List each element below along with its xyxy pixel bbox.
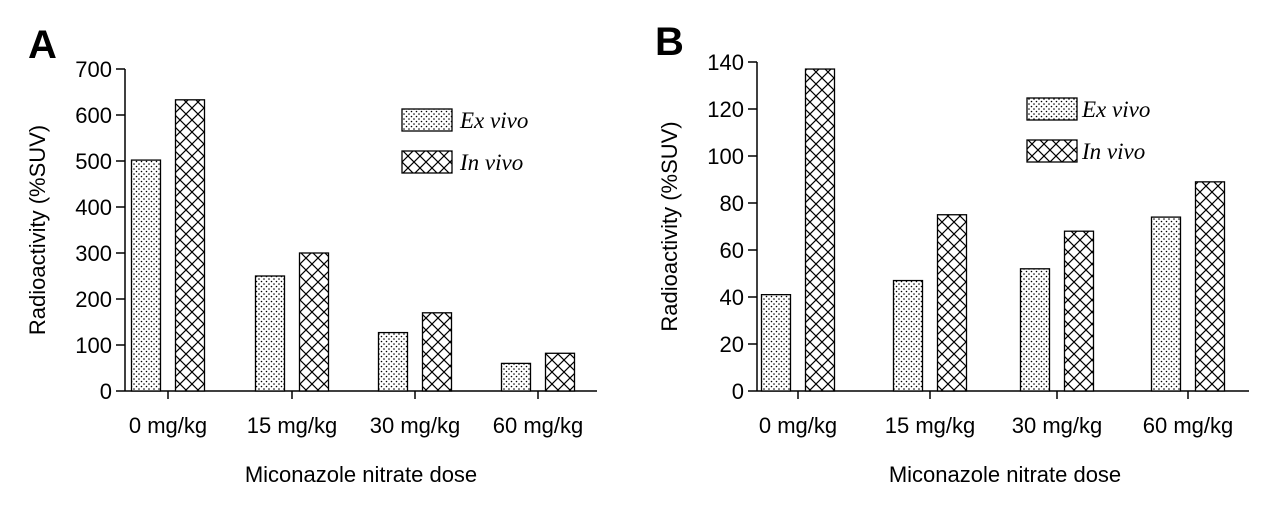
bar-ex-vivo (500, 362, 532, 392)
legend-swatch-in-vivo (401, 150, 453, 174)
x-tick-label: 60 mg/kg (1143, 413, 1234, 438)
y-tick-label: 200 (75, 287, 112, 312)
bar-in-vivo (544, 352, 576, 392)
y-tick-label: 120 (707, 97, 744, 122)
y-tick-label: 100 (75, 333, 112, 358)
bar-ex-vivo (254, 275, 286, 392)
panel-a: A 0 100 200 300 400 500 600 700 0 mg/kg 15 mg/kg 30… (25, 23, 597, 487)
legend-swatch-ex-vivo (401, 108, 453, 132)
bar-in-vivo (1063, 230, 1095, 392)
bar-in-vivo (1194, 181, 1226, 392)
y-tick-label: 400 (75, 195, 112, 220)
x-tick-label: 0 mg/kg (759, 413, 837, 438)
legend-label-ex-vivo: Ex vivo (1081, 97, 1150, 122)
bar-in-vivo (421, 312, 453, 392)
bar-ex-vivo (1150, 216, 1182, 392)
legend-label-in-vivo: In vivo (459, 150, 523, 175)
y-tick-label: 0 (100, 379, 112, 404)
legend: Ex vivo In vivo (401, 108, 528, 175)
bar-in-vivo (804, 68, 836, 392)
x-tick-label: 15 mg/kg (247, 413, 338, 438)
bar-in-vivo (174, 99, 206, 392)
x-tick-label: 0 mg/kg (129, 413, 207, 438)
bar-in-vivo (936, 214, 968, 392)
y-tick-label: 100 (707, 144, 744, 169)
y-tick-label: 500 (75, 149, 112, 174)
y-tick-label: 700 (75, 57, 112, 82)
x-tick-label: 15 mg/kg (885, 413, 976, 438)
y-tick-label: 80 (720, 191, 744, 216)
y-axis-title: Radioactivity (%SUV) (657, 121, 682, 331)
y-tick-label: 300 (75, 241, 112, 266)
y-tick-label: 20 (720, 332, 744, 357)
legend-swatch-ex-vivo (1026, 97, 1078, 121)
y-tick-label: 600 (75, 103, 112, 128)
panel-b: B 0 20 40 60 80 100 120 140 0 mg/kg 15 mg/kg 30 mg/… (655, 20, 1249, 487)
legend-swatch-in-vivo (1026, 139, 1078, 163)
x-tick-label: 60 mg/kg (493, 413, 584, 438)
legend-label-ex-vivo: Ex vivo (459, 108, 528, 133)
x-axis-title: Miconazole nitrate dose (889, 462, 1121, 487)
x-axis-title: Miconazole nitrate dose (245, 462, 477, 487)
y-tick-label: 40 (720, 285, 744, 310)
bar-ex-vivo (892, 279, 924, 392)
panel-label: A (28, 23, 57, 67)
y-axis-title: Radioactivity (%SUV) (25, 125, 50, 335)
legend: Ex vivo In vivo (1026, 97, 1150, 164)
bar-in-vivo (298, 252, 330, 392)
bar-ex-vivo (377, 331, 409, 392)
x-tick-label: 30 mg/kg (1012, 413, 1103, 438)
legend-label-in-vivo: In vivo (1081, 139, 1145, 164)
y-tick-label: 60 (720, 238, 744, 263)
bar-ex-vivo (760, 293, 792, 392)
y-tick-label: 0 (732, 379, 744, 404)
bar-ex-vivo (130, 159, 162, 392)
y-tick-label: 140 (707, 50, 744, 75)
x-tick-label: 30 mg/kg (370, 413, 461, 438)
bar-ex-vivo (1019, 268, 1051, 392)
panel-label: B (655, 20, 684, 64)
